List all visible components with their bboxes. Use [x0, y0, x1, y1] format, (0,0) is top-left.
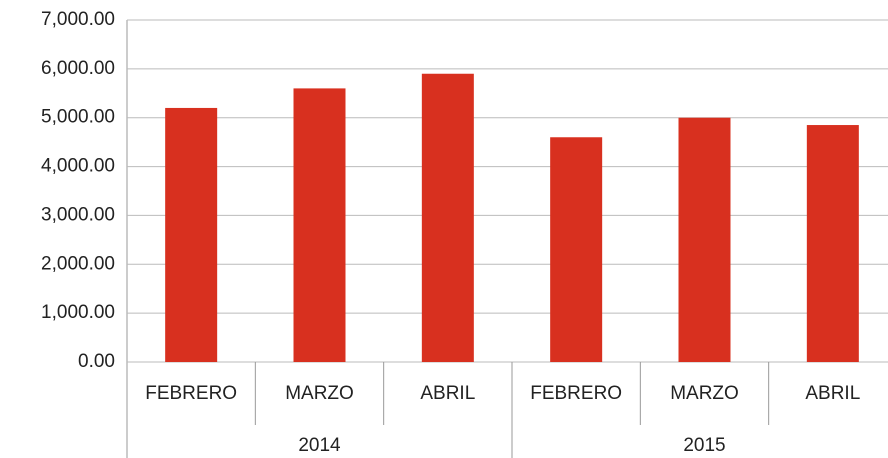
bar: [165, 107, 218, 362]
y-tick-label: 1,000.00: [41, 302, 115, 323]
bar: [421, 73, 474, 362]
x-tick-label: ABRIL: [805, 383, 860, 404]
group-label: 2015: [683, 435, 725, 456]
y-tick-label: 7,000.00: [41, 9, 115, 30]
bar: [550, 137, 603, 362]
bar: [293, 88, 346, 363]
bar: [806, 125, 859, 363]
x-tick-label: FEBRERO: [145, 383, 237, 404]
x-tick-label: MARZO: [285, 383, 354, 404]
y-tick-label: 3,000.00: [41, 204, 115, 225]
y-tick-label: 4,000.00: [41, 156, 115, 177]
y-tick-label: 6,000.00: [41, 58, 115, 79]
group-label: 2014: [298, 435, 341, 456]
x-tick-label: FEBRERO: [530, 383, 622, 404]
y-tick-label: 2,000.00: [41, 253, 115, 274]
x-tick-label: MARZO: [670, 383, 739, 404]
x-tick-label: ABRIL: [420, 383, 475, 404]
y-tick-label: 5,000.00: [41, 107, 115, 128]
bar: [678, 117, 731, 362]
y-tick-label: 0.00: [78, 351, 115, 372]
